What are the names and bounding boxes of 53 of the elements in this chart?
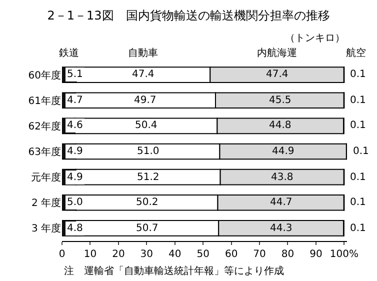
- series-label: 鉄道: [59, 47, 79, 59]
- data-label: 5.1: [67, 69, 83, 80]
- x-tick-label: 10: [84, 249, 97, 260]
- y-tick-label: 63年度: [28, 146, 61, 158]
- data-label: 0.1: [350, 197, 366, 208]
- data-label: 4.7: [67, 95, 83, 106]
- data-label: 45.5: [269, 95, 292, 106]
- x-tick-label: 40: [168, 249, 182, 260]
- y-tick-label: 61年度: [28, 94, 61, 107]
- data-label: 4.8: [67, 223, 83, 234]
- data-label: 51.0: [137, 146, 160, 157]
- y-tick-label: 3 年度: [31, 222, 61, 235]
- data-label: 0.1: [353, 146, 369, 157]
- data-label: 44.8: [269, 120, 292, 131]
- y-tick-label: 2 年度: [31, 197, 61, 210]
- data-label: 5.0: [67, 197, 83, 208]
- data-label: 43.8: [271, 172, 294, 183]
- data-label: 0.1: [350, 223, 366, 234]
- data-label: 4.9: [67, 146, 83, 157]
- x-tick-label: 80: [281, 249, 294, 260]
- data-label: 50.7: [136, 223, 158, 234]
- text: 注 運輸省「自動車輸送統計年報」等により作成: [64, 265, 284, 277]
- data-label: 47.4: [132, 69, 154, 80]
- y-tick-label: 62年度: [28, 120, 61, 132]
- x-tick-label: 100%: [330, 249, 358, 260]
- data-label: 0.1: [350, 120, 366, 131]
- data-label: 4.6: [67, 120, 83, 131]
- data-label: 44.7: [270, 197, 292, 208]
- chart-subtitle: （トンキロ）: [285, 33, 345, 44]
- y-tick-label: 60年度: [28, 69, 61, 82]
- data-label: 4.9: [67, 172, 83, 183]
- data-label: 0.1: [350, 69, 366, 80]
- series-label: 自動車: [128, 47, 158, 59]
- chart-title: 2－1－13図 国内貨物輸送の輸送機関分担率の推移: [47, 8, 330, 23]
- series-label: 内航海運: [257, 47, 297, 59]
- x-tick-label: 50: [196, 249, 210, 260]
- data-label: 49.7: [134, 95, 156, 106]
- y-tick-label: 元年度: [31, 172, 61, 184]
- x-tick-label: 30: [140, 249, 154, 260]
- series-label: 航空: [346, 47, 366, 59]
- x-tick-label: 70: [253, 249, 266, 260]
- x-tick-label: 20: [112, 249, 125, 260]
- data-label: 51.2: [137, 172, 160, 183]
- data-label: 50.4: [135, 120, 158, 131]
- x-tick-label: 0: [58, 249, 66, 260]
- x-tick-label: 60: [224, 249, 238, 260]
- data-label: 47.4: [266, 69, 288, 80]
- data-label: 0.1: [350, 95, 366, 106]
- data-label: 44.9: [272, 146, 294, 157]
- x-tick-label: 90: [310, 249, 322, 260]
- data-label: 0.1: [350, 172, 366, 183]
- data-label: 50.2: [136, 197, 158, 208]
- data-label: 44.3: [270, 223, 292, 234]
